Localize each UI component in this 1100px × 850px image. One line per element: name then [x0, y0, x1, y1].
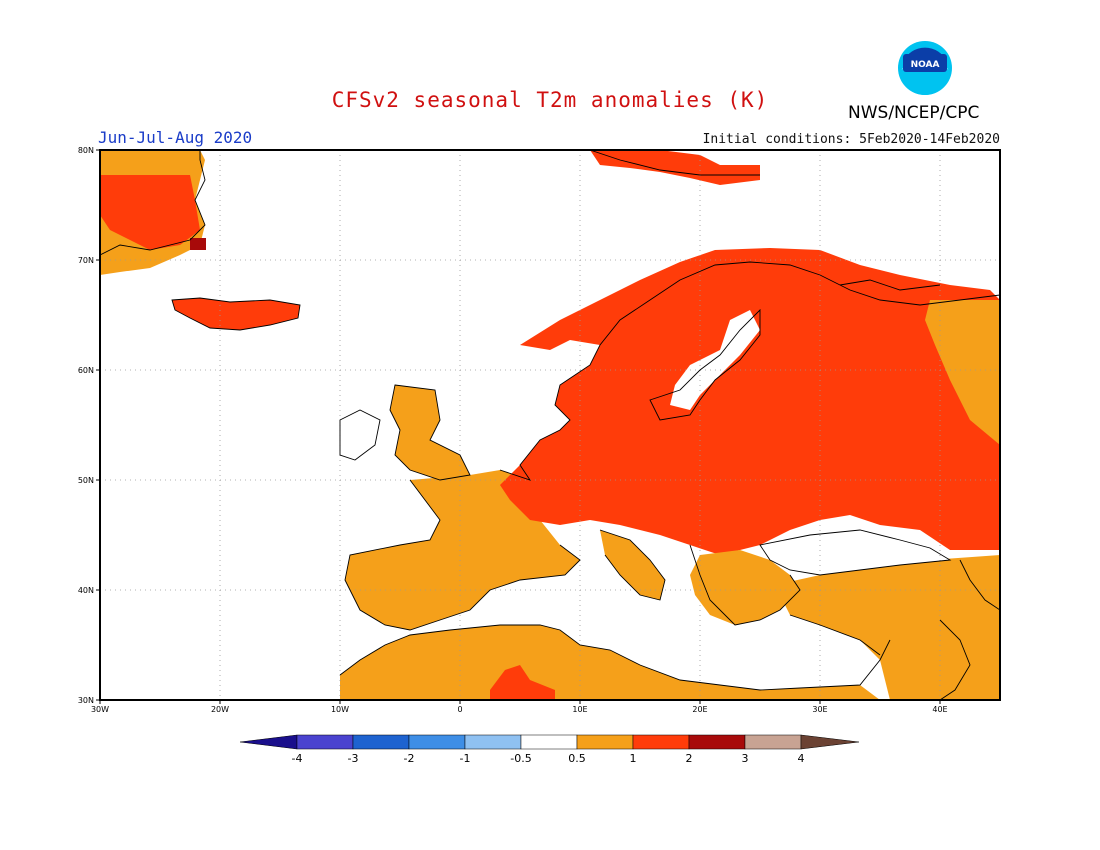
colorbar-cell [520, 734, 578, 750]
lon-tick-label: 20E [692, 705, 707, 714]
colorbar-cell [464, 734, 522, 750]
region-sahara-warm [490, 665, 555, 700]
noaa-logo: NOAA [898, 41, 952, 95]
region-iceland [172, 298, 300, 330]
colorbar-label: -0.5 [510, 752, 531, 765]
region-warm-europe [500, 248, 1000, 555]
colorbar-label: 2 [686, 752, 693, 765]
map-title: CFSv2 seasonal T2m anomalies (K) [331, 88, 769, 112]
colorbar-cell [688, 734, 746, 750]
colorbar-cell [296, 734, 354, 750]
lon-tick-label: 0 [457, 705, 462, 714]
season-label: Jun-Jul-Aug 2020 [98, 128, 253, 147]
lon-tick-label: 30E [812, 705, 827, 714]
lon-tick-label: 20W [211, 705, 229, 714]
region-mediterranean [470, 580, 870, 690]
region-black-sea [760, 530, 950, 575]
logo-text: NOAA [911, 60, 940, 70]
colorbar-cell [408, 734, 466, 750]
lat-tick-label: 40N [78, 586, 94, 595]
lat-tick-label: 60N [78, 366, 94, 375]
agency-label: NWS/NCEP/CPC [848, 103, 980, 123]
lat-tick-label: 70N [78, 256, 94, 265]
colorbar-low-triangle [239, 734, 298, 750]
axis-ticks: 30W 20W 10W 0 10E 20E 30E 40E 30N 40N 50N 60N 70N 80N [78, 146, 948, 714]
lat-tick-label: 30N [78, 696, 94, 705]
region-baltic [670, 310, 760, 410]
region-russia-east [925, 300, 1000, 445]
region-greenland-hot [190, 238, 206, 250]
colorbar-label: 0.5 [568, 752, 586, 765]
anomaly-field [100, 150, 1000, 700]
region-greenland-warm [100, 175, 200, 250]
colorbar-cell [352, 734, 410, 750]
lon-tick-label: 10E [572, 705, 587, 714]
colorbar-label: -2 [404, 752, 415, 765]
map-frame [99, 149, 1001, 701]
region-italy [600, 530, 665, 600]
colorbar-label: -4 [292, 752, 303, 765]
colorbar-high-triangle [800, 734, 860, 750]
region-balkans [690, 550, 800, 625]
colorbar-label: 3 [742, 752, 749, 765]
lon-tick-label: 40E [932, 705, 947, 714]
colorbar-cell [576, 734, 634, 750]
initial-conditions-label: Initial conditions: 5Feb2020-14Feb2020 [702, 132, 1000, 147]
lon-tick-label: 30W [91, 705, 109, 714]
colorbar-label: 1 [630, 752, 637, 765]
colorbar-cell [744, 734, 802, 750]
colorbar-cell [632, 734, 690, 750]
colorbar-label: -3 [348, 752, 359, 765]
colorbar-label: 4 [798, 752, 805, 765]
region-north-africa [340, 625, 880, 700]
lat-tick-label: 80N [78, 146, 94, 155]
coastlines [100, 150, 1000, 700]
colorbar-label: -1 [460, 752, 471, 765]
lat-tick-label: 50N [78, 476, 94, 485]
graticule [100, 150, 1000, 700]
lon-tick-label: 10W [331, 705, 349, 714]
region-turkey [775, 555, 1000, 700]
colorbar: -4 -3 -2 -1 -0.5 0.5 1 2 3 4 [239, 734, 860, 765]
region-svalbard [590, 150, 760, 185]
region-british-isles [390, 385, 470, 480]
